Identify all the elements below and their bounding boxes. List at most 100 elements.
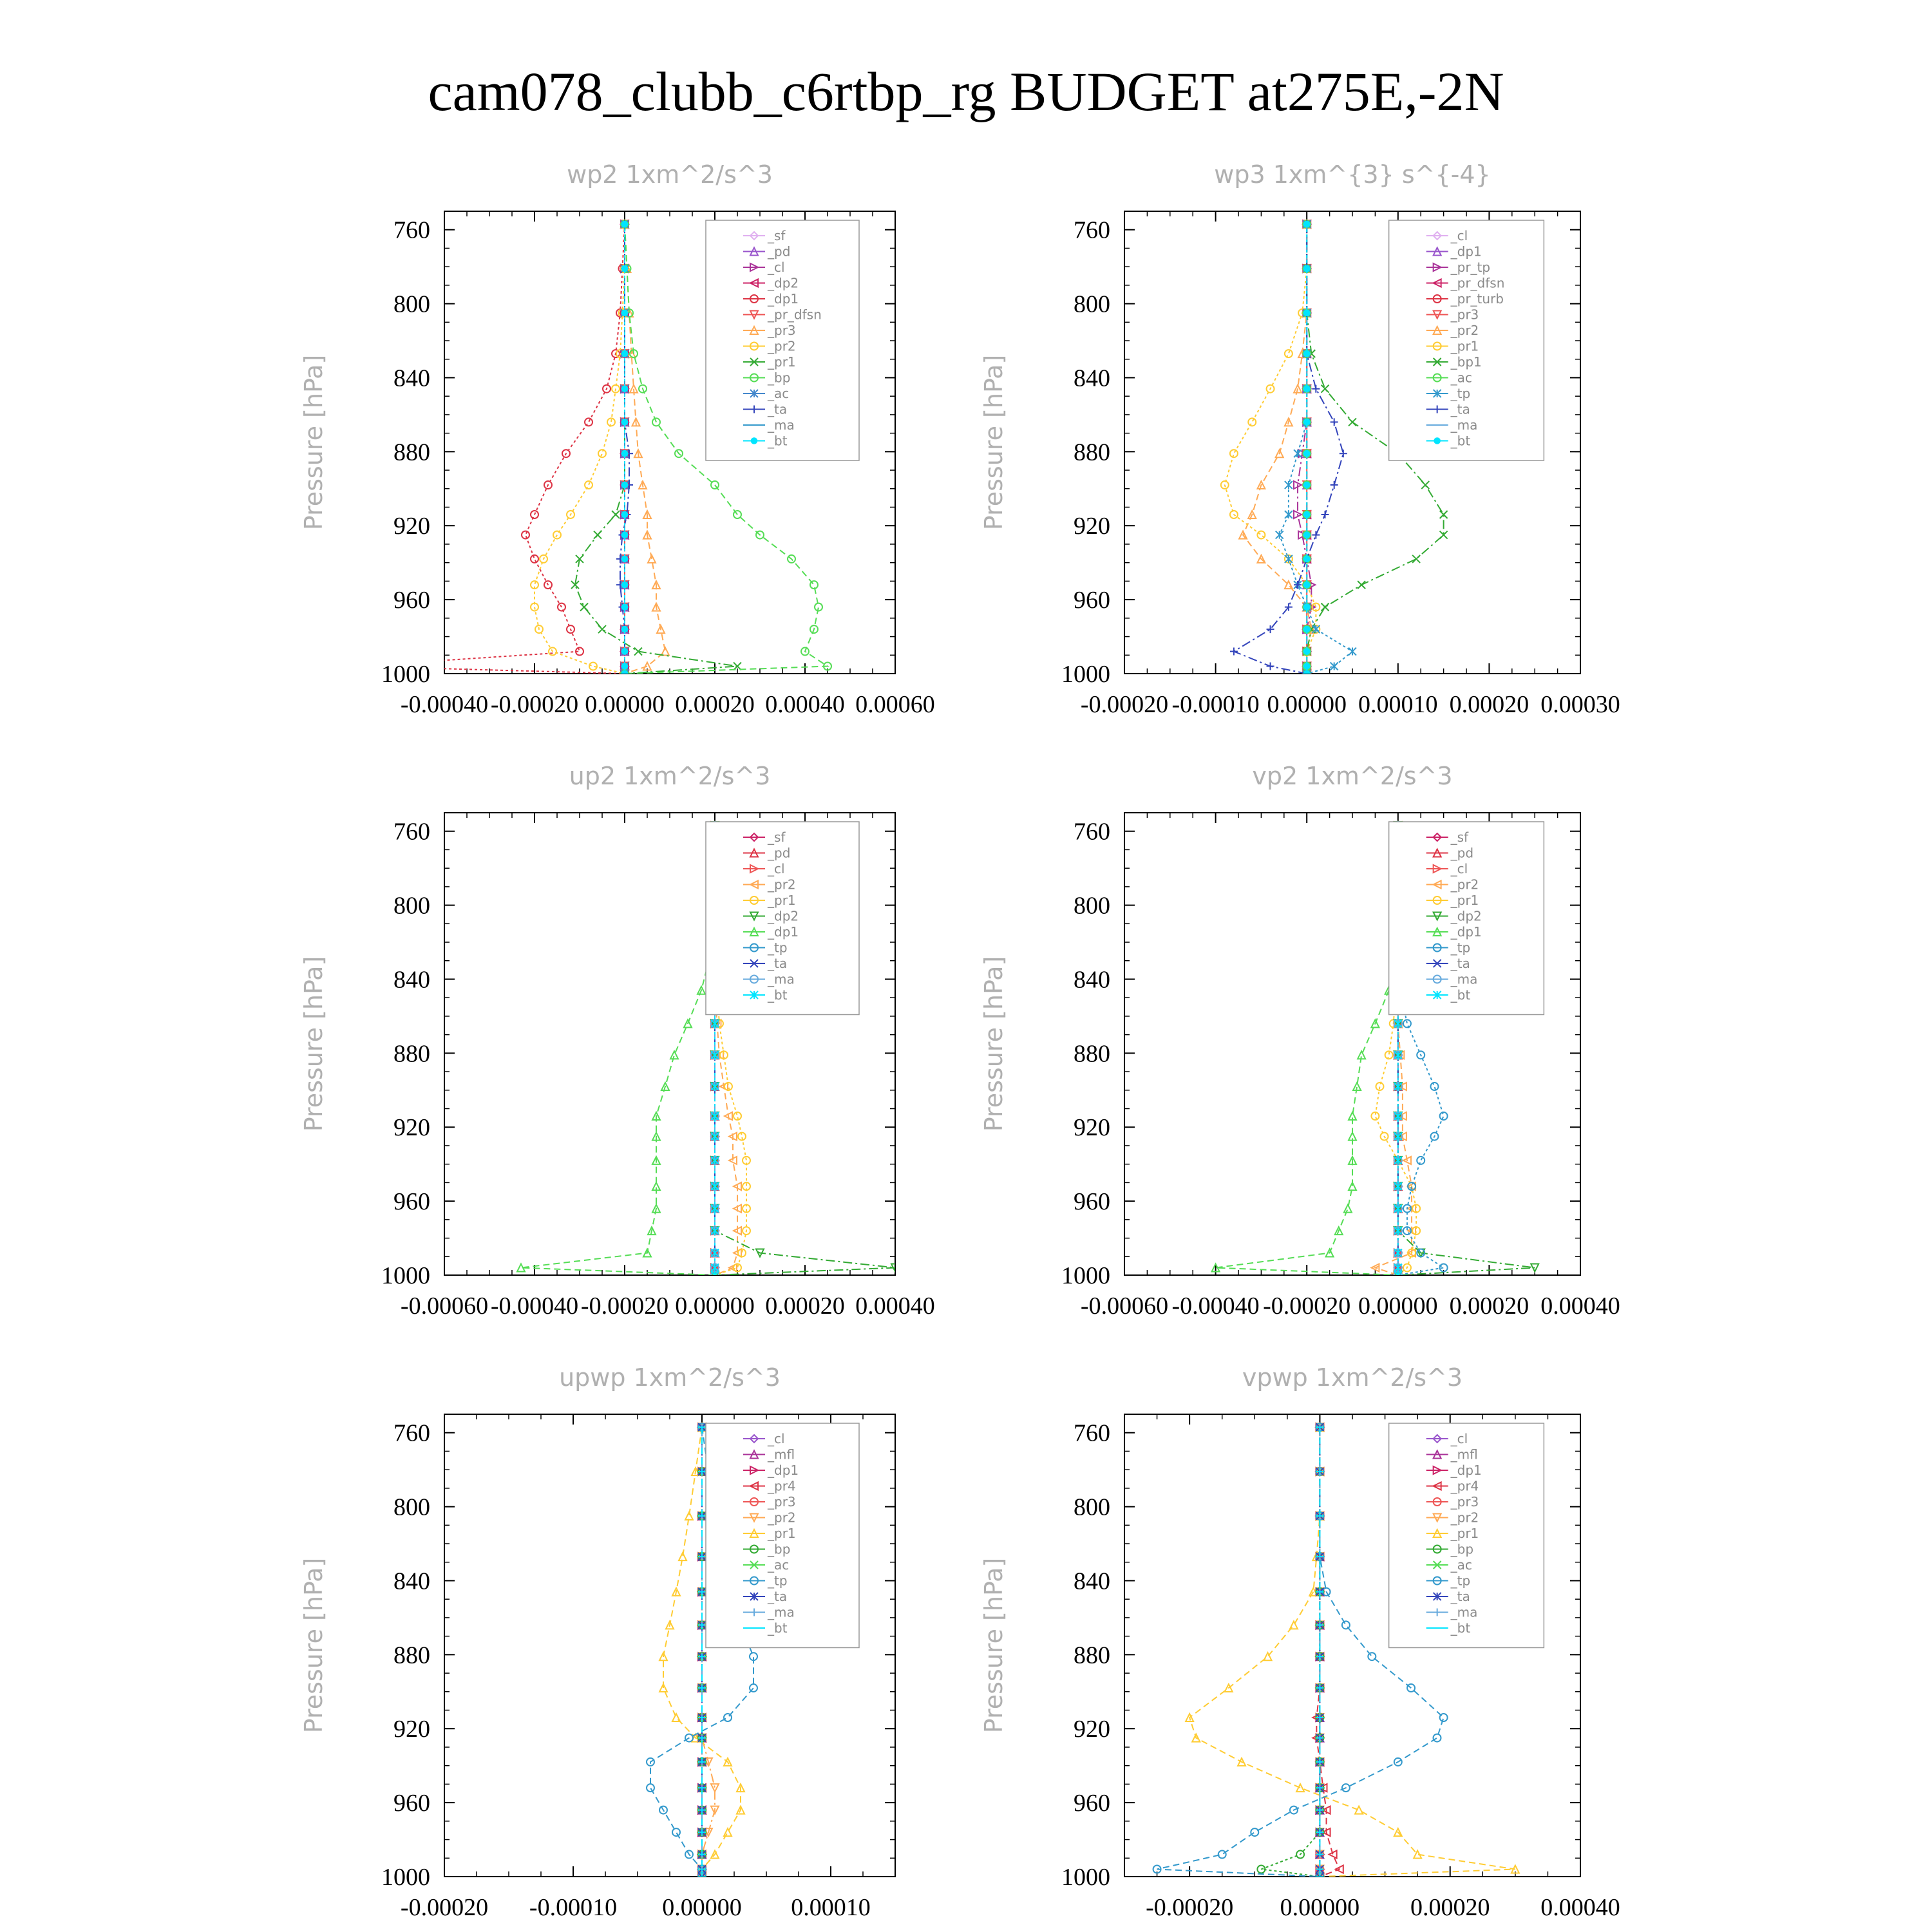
marker [535,625,544,634]
marker [1320,384,1330,393]
marker [1432,1592,1442,1601]
y-tick-label: 960 [393,1188,430,1215]
marker [1229,647,1238,656]
marker [1303,481,1311,489]
marker [1217,1850,1227,1859]
marker [1432,1449,1443,1459]
y-tick-label: 840 [393,365,430,392]
legend-box [705,821,860,1016]
marker [1530,1263,1540,1273]
legend-item: _ac [1426,370,1472,386]
marker [602,384,611,393]
marker [723,1756,733,1766]
legend-label: _pr_turb [1450,291,1504,307]
legend-label: _tp [1450,1573,1471,1589]
marker [735,1804,746,1815]
y-tick-label: 960 [393,587,430,614]
marker [703,1828,714,1838]
legend-label: _pr1 [767,893,796,908]
marker [633,448,643,459]
series-line [1215,826,1399,1275]
marker [1432,1733,1442,1743]
marker [1250,1828,1260,1837]
marker [1432,294,1442,303]
marker [710,1082,719,1091]
marker [749,1652,758,1662]
x-tick-label: -0.00040 [401,691,488,718]
marker [749,926,759,936]
legend-label: _dp1 [767,291,799,307]
marker [1432,1497,1442,1506]
legend: _cl_dp1_pr_tp_pr_dfsn_pr_turb_pr3_pr2_pr… [1388,220,1545,461]
marker [749,325,759,335]
marker [742,1182,751,1191]
legend-label: _pr3 [767,323,796,338]
y-axis-label: Pressure [hPa] [299,956,328,1132]
marker [1283,579,1294,590]
legend-item: _pr1 [1426,339,1479,354]
marker [1432,1576,1442,1586]
marker [1303,419,1311,426]
marker [1283,417,1294,427]
marker [1308,1586,1318,1596]
y-tick-label: 760 [1074,1420,1110,1447]
marker [750,389,759,398]
marker [750,1608,758,1616]
legend-label: _ac [767,386,789,401]
marker [1303,663,1311,670]
x-tick-label: 0.00020 [765,1293,845,1320]
legend-label: _pr2 [1450,323,1479,338]
marker [1394,1204,1403,1213]
legend-item: _pr_tp [1426,260,1490,275]
marker [1407,1182,1417,1191]
legend-label: _bp [767,370,790,386]
legend-item: _pr3 [1426,1494,1479,1510]
x-tick-label: -0.00010 [1172,691,1260,718]
marker [750,896,759,905]
legend-item: _ta [743,1589,787,1604]
legend-item: _sf [1426,829,1469,845]
marker [732,1203,742,1214]
marker [1320,602,1330,612]
legend-label: _pd [767,846,790,861]
panel-title: vpwp 1xm^2/s^3 [1242,1363,1463,1392]
marker [1266,662,1274,670]
marker [1433,405,1441,413]
legend-label: _ta [1450,956,1470,971]
marker [750,974,759,984]
marker [1432,357,1442,366]
series-bt [621,220,629,674]
legend-label: _dp2 [1450,909,1482,924]
y-tick-label: 800 [393,291,430,318]
marker [646,1757,655,1766]
marker [1416,1050,1426,1060]
marker [658,1651,668,1662]
legend-item: _pr2 [1426,877,1479,893]
marker [621,220,629,228]
marker [1303,603,1311,611]
marker [593,530,602,540]
marker [1432,864,1443,874]
legend-box [1388,821,1545,1016]
y-tick-label: 760 [1074,217,1110,244]
legend-label: _pr_dfsn [1450,276,1505,291]
marker [1432,389,1442,398]
marker [683,1018,693,1028]
marker [621,603,629,611]
legend-label: _bt [767,433,788,449]
marker [516,1262,526,1273]
legend-label: _bt [1450,987,1471,1003]
marker [710,1271,719,1275]
legend-label: _cl [767,260,785,275]
y-tick-label: 1000 [1061,1262,1110,1289]
marker [1433,1608,1441,1616]
marker [1334,1225,1344,1236]
legend-item: _bp [743,370,790,386]
marker [1370,1018,1381,1028]
legend-item: _dp1 [743,291,799,307]
series-area [444,218,832,674]
marker [621,450,629,457]
marker [1439,1713,1448,1723]
marker [1256,553,1267,564]
legend-label: _pr4 [767,1479,796,1494]
